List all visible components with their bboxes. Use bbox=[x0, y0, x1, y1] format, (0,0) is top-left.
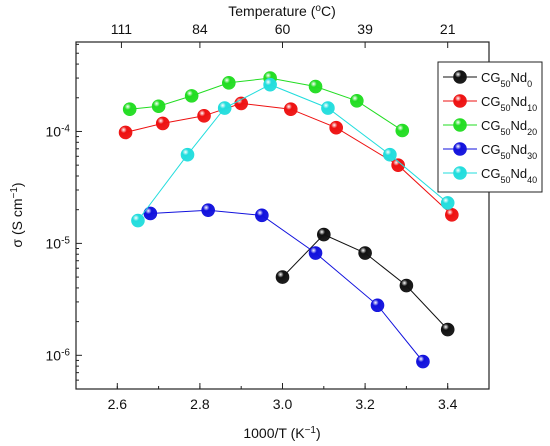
legend-label: CG50Nd0 bbox=[481, 70, 532, 89]
series-3 bbox=[143, 203, 430, 369]
legend-label: CG50Nd30 bbox=[481, 142, 537, 161]
data-point bbox=[234, 96, 248, 111]
data-point bbox=[143, 206, 158, 221]
data-point bbox=[395, 123, 410, 138]
data-point bbox=[358, 246, 372, 260]
x-tick-label: 2.8 bbox=[190, 396, 210, 412]
series-line bbox=[150, 209, 424, 362]
data-point bbox=[329, 120, 343, 135]
data-point bbox=[445, 208, 459, 222]
data-point bbox=[131, 213, 145, 228]
data-point bbox=[180, 147, 195, 162]
data-point bbox=[316, 227, 331, 242]
data-point bbox=[399, 278, 414, 293]
y-tick-label: 10-5 bbox=[46, 235, 71, 252]
data-point bbox=[155, 116, 170, 131]
data-point bbox=[416, 354, 430, 369]
series-0 bbox=[275, 227, 455, 337]
data-point bbox=[440, 322, 455, 337]
legend-label: CG50Nd20 bbox=[481, 118, 537, 137]
legend-label: CG50Nd40 bbox=[481, 166, 537, 185]
top-tick-label: 39 bbox=[357, 21, 373, 37]
top-tick-label: 84 bbox=[192, 21, 208, 37]
data-point bbox=[383, 147, 397, 162]
data-point bbox=[118, 125, 133, 140]
data-point bbox=[255, 208, 269, 223]
data-point bbox=[151, 99, 166, 114]
data-point bbox=[197, 109, 211, 123]
x-tick-label: 2.6 bbox=[108, 396, 128, 412]
data-point bbox=[350, 93, 364, 108]
series-layer bbox=[118, 71, 459, 369]
data-point bbox=[217, 101, 232, 115]
y-tick-label: 10-6 bbox=[46, 347, 71, 364]
data-point bbox=[308, 79, 323, 94]
legend-items: CG50Nd0 CG50Nd10 CG50Nd20 CG50Nd30 CG50Nd40 bbox=[443, 70, 537, 185]
data-point bbox=[184, 89, 199, 103]
x-tick-label: 3.2 bbox=[355, 396, 375, 412]
legend: CG50Nd0 CG50Nd10 CG50Nd20 CG50Nd30 CG50Nd40 bbox=[437, 61, 543, 193]
x-tick-label: 3.0 bbox=[273, 396, 293, 412]
series-1 bbox=[118, 96, 459, 222]
y-tick-label: 10-4 bbox=[46, 123, 71, 140]
data-point bbox=[370, 298, 385, 313]
y-axis-label: σ (S cm−1) bbox=[9, 182, 26, 247]
data-point bbox=[222, 76, 236, 90]
legend-marker bbox=[453, 94, 467, 108]
series-line bbox=[125, 102, 453, 216]
data-point bbox=[122, 102, 137, 117]
data-point bbox=[391, 158, 405, 172]
data-point bbox=[283, 102, 298, 117]
data-point bbox=[308, 246, 323, 260]
data-point bbox=[201, 203, 215, 217]
legend-marker bbox=[453, 70, 467, 84]
legend-marker bbox=[453, 166, 467, 180]
series-4 bbox=[131, 77, 455, 228]
x-tick-label: 3.4 bbox=[438, 396, 458, 412]
data-point bbox=[263, 77, 277, 92]
series-2 bbox=[122, 71, 410, 138]
x-axis-label: 1000/T (K−1) bbox=[243, 425, 320, 442]
data-point bbox=[321, 101, 335, 115]
data-point bbox=[440, 196, 455, 210]
top-tick-label: 60 bbox=[275, 21, 291, 37]
data-point bbox=[275, 270, 290, 284]
axis-layer: 2.6 2.8 3.0 3.2 3.4 111 84 60 39 21 10-6 10-5 10-4 bbox=[46, 21, 490, 412]
legend-label: CG50Nd10 bbox=[481, 94, 537, 113]
legend-marker bbox=[453, 142, 467, 156]
top-axis-label: Temperature (oC) bbox=[228, 3, 336, 20]
top-tick-label: 21 bbox=[440, 21, 456, 37]
legend-marker bbox=[453, 118, 467, 132]
top-tick-label: 111 bbox=[111, 21, 132, 37]
